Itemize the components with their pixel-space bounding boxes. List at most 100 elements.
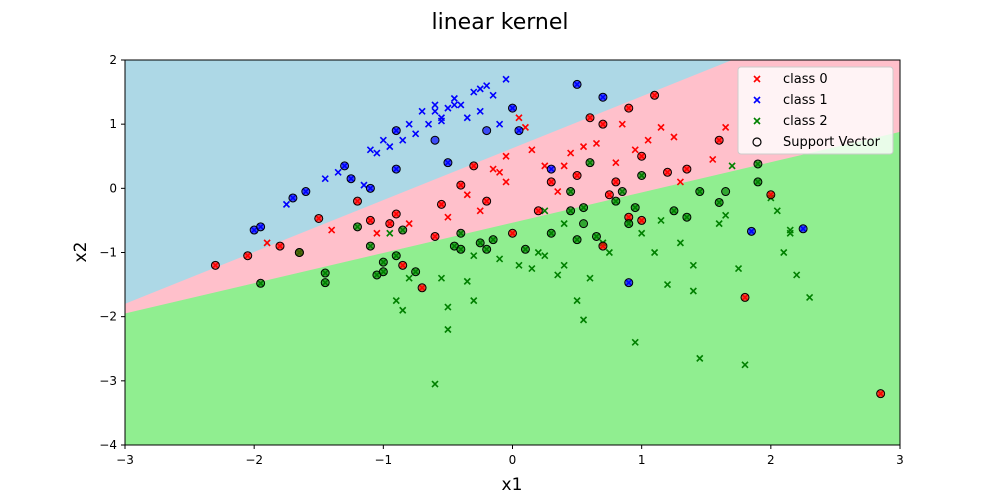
support-vector-point	[475, 238, 485, 248]
support-vector-point	[637, 215, 647, 225]
marker-stroke	[450, 101, 458, 109]
support-vector-point	[301, 187, 311, 197]
legend-box	[737, 66, 894, 155]
data-point	[696, 354, 704, 362]
data-point	[476, 85, 484, 93]
marker-stroke	[773, 207, 781, 215]
support-vector-point	[391, 126, 401, 136]
data-point	[534, 248, 542, 257]
marker-stroke	[579, 143, 588, 151]
data-point	[741, 361, 749, 369]
marker-stroke	[463, 277, 471, 285]
support-vector-point	[314, 213, 324, 223]
data-point	[437, 274, 446, 282]
marker-stroke	[753, 75, 761, 83]
x-tick-label: 3	[896, 453, 904, 467]
support-vector-point	[443, 158, 453, 168]
marker-stroke	[470, 252, 478, 260]
marker-stroke	[386, 229, 394, 237]
data-point	[489, 165, 497, 173]
marker-stroke	[567, 149, 575, 157]
marker-stroke	[554, 271, 562, 279]
marker-stroke	[541, 162, 549, 170]
data-point	[476, 107, 484, 115]
chart-title: linear kernel	[432, 10, 569, 35]
marker-stroke	[793, 271, 801, 279]
marker-stroke	[657, 123, 665, 131]
data-point	[560, 162, 568, 170]
y-tick-label: −2	[99, 310, 117, 324]
support-vector-point	[430, 135, 440, 145]
data-point	[709, 155, 717, 164]
support-vector-point	[430, 231, 440, 241]
marker-stroke	[502, 178, 510, 186]
data-point	[431, 380, 439, 388]
legend-label: class 2	[783, 114, 828, 129]
support-vector-point	[624, 103, 634, 113]
support-vector-point	[546, 164, 556, 174]
support-vector-point	[695, 187, 705, 197]
data-point	[722, 211, 730, 219]
support-vector-point	[876, 389, 886, 399]
data-point	[631, 146, 639, 154]
data-point	[263, 239, 271, 247]
support-vector-point	[488, 235, 498, 245]
data-point	[496, 255, 504, 263]
marker-stroke	[373, 149, 381, 157]
y-tick-label: −3	[99, 374, 117, 388]
data-point	[405, 120, 413, 128]
marker-stroke	[444, 104, 452, 112]
data-point	[496, 168, 504, 176]
marker-stroke	[489, 91, 497, 99]
data-point	[773, 207, 781, 215]
data-point	[541, 252, 549, 260]
support-vector-point	[682, 212, 692, 222]
support-vector-point	[566, 206, 576, 216]
data-point	[554, 187, 562, 196]
support-vector-point	[579, 219, 589, 229]
data-point	[386, 229, 394, 237]
support-vector-point	[482, 244, 492, 254]
support-vector-point	[456, 180, 466, 190]
data-point	[541, 207, 549, 215]
support-vector-point	[320, 278, 330, 288]
support-vector-point	[650, 90, 660, 100]
marker-stroke	[560, 261, 568, 269]
support-vector-point	[579, 203, 589, 213]
marker-stroke	[489, 165, 497, 173]
data-point	[715, 220, 723, 228]
data-point	[470, 88, 478, 96]
data-point	[476, 207, 484, 215]
x-tick-label: −3	[116, 453, 134, 467]
marker-stroke	[502, 75, 510, 83]
data-point	[541, 162, 549, 170]
support-vector-point	[520, 244, 530, 254]
x-axis-label: x1	[502, 475, 523, 495]
x-tick-label: 0	[509, 453, 517, 467]
data-point	[579, 316, 588, 324]
support-vector-point	[482, 126, 492, 136]
support-vector-point	[585, 113, 595, 123]
marker-stroke	[528, 146, 536, 154]
marker-stroke	[521, 123, 529, 131]
legend: class 0 class 1 class 2 Support Vector	[737, 66, 894, 155]
support-vector-point	[417, 283, 427, 293]
data-point	[786, 229, 794, 237]
marker-stroke	[360, 181, 368, 189]
legend-label: class 1	[783, 93, 828, 108]
data-point	[392, 297, 400, 305]
data-point	[592, 139, 601, 147]
marker-stroke	[612, 159, 620, 167]
data-point	[560, 261, 568, 269]
data-point	[373, 149, 381, 157]
marker-stroke	[476, 107, 484, 115]
legend-label: class 0	[783, 72, 828, 87]
support-vector-point	[346, 174, 356, 184]
marker-stroke	[689, 287, 697, 295]
data-point	[483, 82, 491, 90]
marker-stroke	[444, 213, 452, 221]
data-point	[496, 120, 504, 128]
data-point	[631, 338, 639, 346]
support-vector-point	[637, 151, 647, 161]
